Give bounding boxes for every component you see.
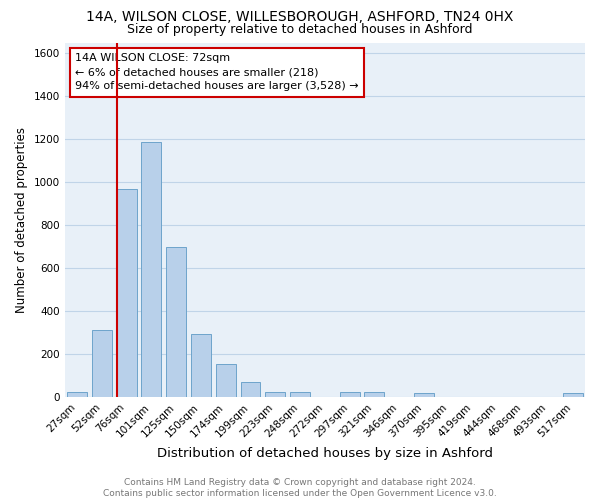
Bar (364, 392, 385, 397)
Bar (92, 330, 112, 397)
Bar (241, 382, 260, 397)
Bar (117, 188, 137, 397)
Text: 14A WILSON CLOSE: 72sqm
← 6% of detached houses are smaller (218)
94% of semi-de: 14A WILSON CLOSE: 72sqm ← 6% of detached… (75, 53, 359, 91)
X-axis label: Distribution of detached houses by size in Ashford: Distribution of detached houses by size … (157, 447, 493, 460)
Text: Size of property relative to detached houses in Ashford: Size of property relative to detached ho… (127, 22, 473, 36)
Bar (265, 392, 285, 397)
Bar (166, 246, 186, 397)
Bar (563, 392, 583, 397)
Bar (216, 364, 236, 397)
Bar (67, 392, 87, 397)
Text: Contains HM Land Registry data © Crown copyright and database right 2024.
Contai: Contains HM Land Registry data © Crown c… (103, 478, 497, 498)
Bar (290, 392, 310, 397)
Bar (414, 392, 434, 397)
Bar (142, 142, 161, 397)
Bar (191, 334, 211, 397)
Text: 14A, WILSON CLOSE, WILLESBOROUGH, ASHFORD, TN24 0HX: 14A, WILSON CLOSE, WILLESBOROUGH, ASHFOR… (86, 10, 514, 24)
Y-axis label: Number of detached properties: Number of detached properties (15, 126, 28, 312)
Bar (340, 392, 359, 397)
